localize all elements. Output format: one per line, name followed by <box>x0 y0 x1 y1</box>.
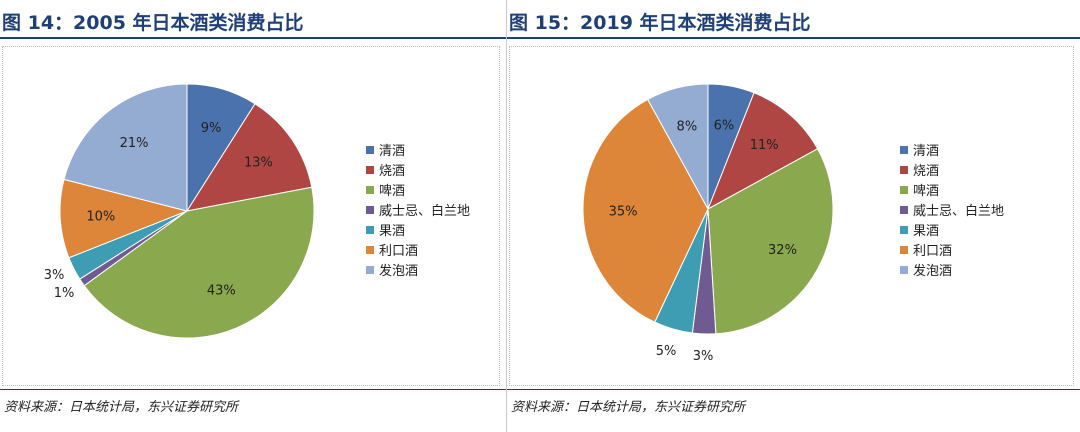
legend-label: 啤酒 <box>913 184 939 199</box>
plot-frame <box>2 46 500 386</box>
legend-label: 果酒 <box>913 224 939 239</box>
legend-swatch <box>366 226 374 234</box>
panel-divider <box>506 0 507 432</box>
chart-panel-2005: 图 14：2005 年日本酒类消费占比 9% 13% 43% 1% 3% 10% 21% 清酒… <box>0 0 506 432</box>
pie-data-label: 9% <box>201 121 222 136</box>
legend-swatch <box>900 266 908 274</box>
legend-swatch <box>366 246 374 254</box>
legend-label: 清酒 <box>913 144 939 159</box>
legend-swatch <box>900 146 908 154</box>
legend-swatch <box>366 206 374 214</box>
pie-data-label: 10% <box>86 209 115 224</box>
legend-label: 发泡酒 <box>913 263 952 279</box>
pie-data-label: 1% <box>54 286 75 301</box>
pie-data-label: 6% <box>714 119 735 134</box>
legend-swatch <box>366 146 374 154</box>
legend-label: 果酒 <box>379 224 405 239</box>
title-rule <box>507 37 1080 39</box>
legend-swatch <box>366 166 374 174</box>
legend-label: 发泡酒 <box>379 263 418 279</box>
chart-title: 图 14：2005 年日本酒类消费占比 <box>2 12 304 34</box>
pie-data-label: 43% <box>207 283 236 298</box>
pie-slice-7 <box>63 83 188 212</box>
chart-panel-2019: 图 15：2019 年日本酒类消费占比 6% 11% 32% 3% 5% 35% 8% 清酒烧… <box>507 0 1080 432</box>
pie-data-label: 11% <box>750 138 779 153</box>
pie-slice-2 <box>707 92 819 211</box>
pie-data-label: 8% <box>677 120 698 135</box>
pie-slice-7 <box>647 83 709 210</box>
pie-data-label: 3% <box>693 349 714 364</box>
pie-slice-6 <box>59 178 189 259</box>
legend-swatch <box>366 266 374 274</box>
legend-swatch <box>900 226 908 234</box>
legend-label: 利口酒 <box>379 244 418 259</box>
legend-swatch <box>900 206 908 214</box>
source-rule <box>507 389 1080 390</box>
legend-swatch <box>900 246 908 254</box>
pie-slice-2 <box>185 103 313 212</box>
source-rule <box>0 389 506 390</box>
legend-label: 威士忌、白兰地 <box>913 203 1004 219</box>
pie-slice-6 <box>582 98 709 323</box>
pie-data-label: 3% <box>44 268 65 283</box>
legend-label: 清酒 <box>379 144 405 159</box>
legend-swatch <box>366 186 374 194</box>
plot-frame <box>509 46 1074 386</box>
chart-title: 图 15：2019 年日本酒类消费占比 <box>509 12 811 34</box>
legend-swatch <box>900 186 908 194</box>
pie-data-label: 13% <box>244 155 273 170</box>
source-note: 资料来源：日本统计局，东兴证券研究所 <box>4 400 239 415</box>
pie-slice-3 <box>707 148 834 335</box>
title-rule <box>0 37 506 39</box>
legend-label: 烧酒 <box>379 164 405 179</box>
legend-label: 利口酒 <box>913 244 952 259</box>
pie-data-label: 32% <box>768 243 797 258</box>
pie-data-label: 5% <box>656 344 677 359</box>
legend-label: 烧酒 <box>913 164 939 179</box>
pie-data-label: 21% <box>120 136 149 151</box>
legend-swatch <box>900 166 908 174</box>
legend-label: 啤酒 <box>379 184 405 199</box>
source-note: 资料来源：日本统计局，东兴证券研究所 <box>511 400 746 415</box>
pie-data-label: 35% <box>609 205 638 220</box>
pie-slice-3 <box>83 186 315 339</box>
legend-label: 威士忌、白兰地 <box>379 203 470 219</box>
